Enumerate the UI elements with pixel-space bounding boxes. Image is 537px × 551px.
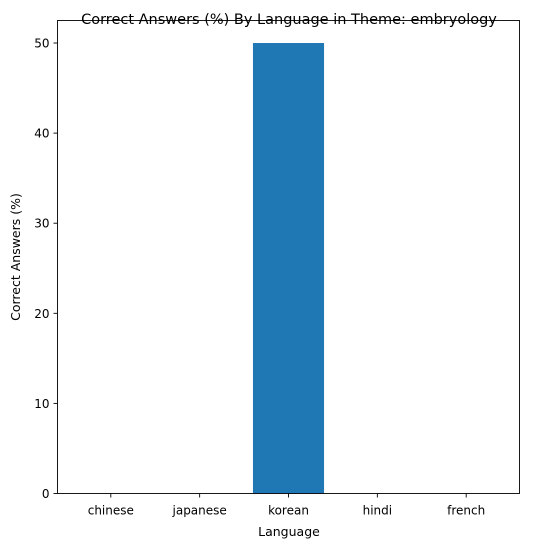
x-tick-label: hindi xyxy=(363,504,393,518)
y-tick-label: 40 xyxy=(34,127,49,141)
y-tick-label: 0 xyxy=(42,487,50,501)
chart-title: Correct Answers (%) By Language in Theme… xyxy=(81,12,497,28)
x-tick-label: french xyxy=(447,504,485,518)
x-axis-ticks: chinese japanese korean hindi french xyxy=(88,493,485,518)
y-axis-label: Correct Answers (%) xyxy=(8,193,23,321)
plot-frame xyxy=(57,20,520,494)
y-tick-label: 50 xyxy=(34,37,49,51)
y-tick-label: 30 xyxy=(34,217,49,231)
y-tick-label: 10 xyxy=(34,397,49,411)
y-tick-label: 20 xyxy=(34,307,49,321)
x-axis-label: Language xyxy=(258,524,320,539)
bar-korean xyxy=(252,43,325,494)
y-axis-ticks: 0 10 20 30 40 50 xyxy=(34,37,58,501)
bars-layer xyxy=(252,43,325,494)
x-tick-label: korean xyxy=(268,504,309,518)
x-tick-label: chinese xyxy=(88,504,134,518)
x-tick-label: japanese xyxy=(172,504,227,518)
